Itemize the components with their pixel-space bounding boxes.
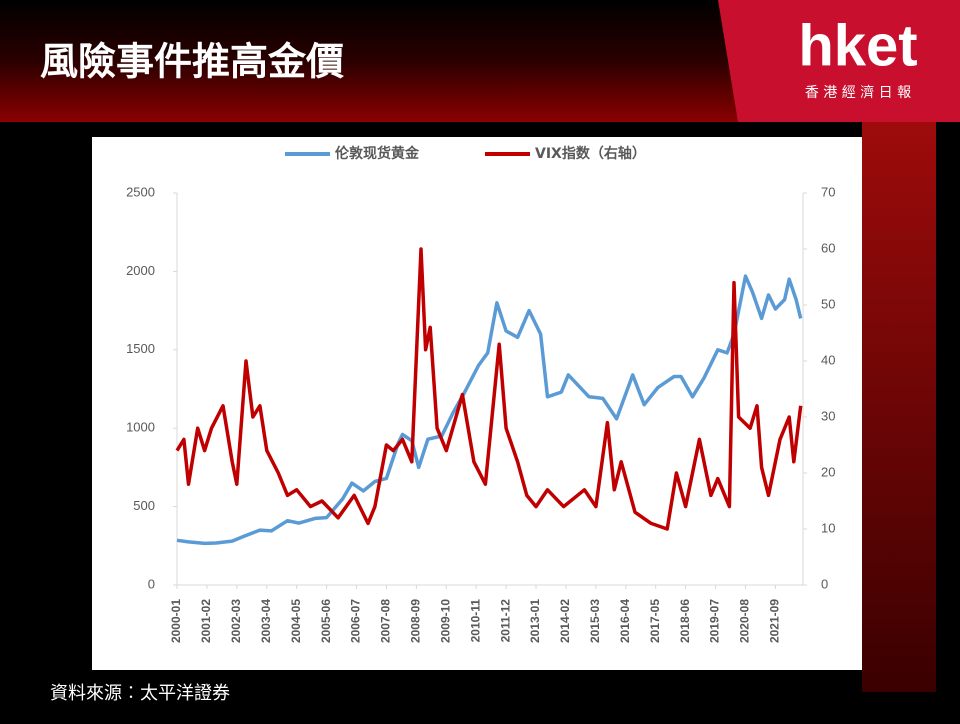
title: 風險事件推高金價 xyxy=(40,40,344,84)
x-tick-label: 2021-09 xyxy=(768,599,782,643)
y-tick-label: 2500 xyxy=(126,184,155,199)
chart-panel xyxy=(92,137,862,670)
y2-tick-label: 10 xyxy=(821,520,835,535)
y-tick-label: 0 xyxy=(148,576,155,591)
x-tick-label: 2015-03 xyxy=(588,599,602,643)
y2-tick-label: 20 xyxy=(821,464,835,479)
legend-label: 伦敦现货黄金 xyxy=(335,145,420,162)
x-tick-label: 2000-01 xyxy=(169,599,183,643)
y-tick-label: 1000 xyxy=(126,420,155,435)
x-tick-label: 2003-04 xyxy=(259,599,273,643)
source: 資料來源︰太平洋證券 xyxy=(50,683,230,704)
x-tick-label: 2020-08 xyxy=(738,599,752,643)
x-tick-label: 2018-06 xyxy=(678,599,692,643)
y2-tick-label: 50 xyxy=(821,296,835,311)
x-tick-label: 2008-09 xyxy=(409,599,423,643)
x-tick-label: 2010-11 xyxy=(468,599,482,643)
x-tick-label: 2002-03 xyxy=(229,599,243,643)
x-tick-label: 2017-05 xyxy=(648,599,662,643)
y-tick-label: 2000 xyxy=(126,263,155,278)
logo-sub: 香 港 經 濟 日 報 xyxy=(805,85,911,101)
legend-label: VIX指数（右轴） xyxy=(535,145,646,162)
y2-tick-label: 60 xyxy=(821,240,835,255)
x-tick-label: 2007-08 xyxy=(379,599,393,643)
y2-tick-label: 30 xyxy=(821,408,835,423)
x-tick-label: 2001-02 xyxy=(199,599,213,643)
y-tick-label: 500 xyxy=(133,498,155,513)
chart: 0 500 1000 1500 2000 2500 0 10 20 30 40 50 60 70 2000-… xyxy=(126,145,835,643)
y-tick-label: 1500 xyxy=(126,341,155,356)
y2-tick-label: 70 xyxy=(821,184,835,199)
series-line xyxy=(175,247,803,531)
y2-tick-label: 0 xyxy=(821,576,828,591)
x-tick-label: 2019-07 xyxy=(708,599,722,643)
x-tick-label: 2005-06 xyxy=(319,599,333,643)
side-band xyxy=(862,122,936,692)
x-tick-label: 2011-12 xyxy=(498,599,512,643)
y2-tick-label: 40 xyxy=(821,352,835,367)
logo-bg xyxy=(718,0,960,122)
x-tick-label: 2006-07 xyxy=(349,599,363,643)
x-tick-label: 2013-01 xyxy=(528,599,542,643)
x-tick-label: 2009-10 xyxy=(438,599,452,643)
x-tick-label: 2004-05 xyxy=(289,599,303,643)
logo: hket xyxy=(798,13,917,78)
x-tick-label: 2014-02 xyxy=(558,599,572,643)
x-tick-label: 2016-04 xyxy=(618,599,632,643)
